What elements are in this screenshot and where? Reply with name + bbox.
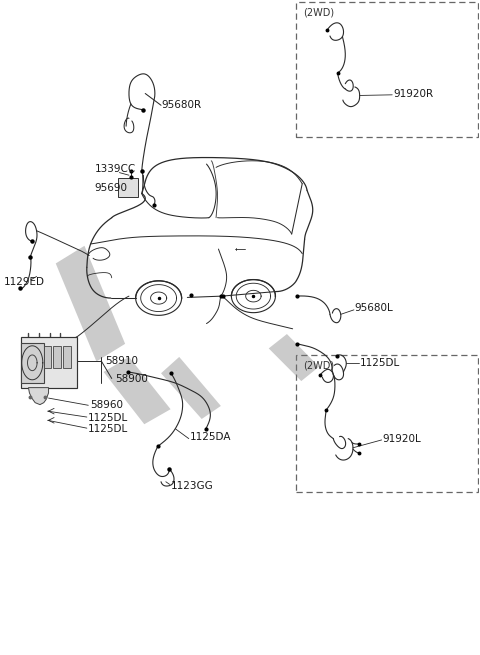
Bar <box>63 346 71 368</box>
Polygon shape <box>56 246 125 362</box>
Text: 1125DL: 1125DL <box>88 413 129 423</box>
Text: (2WD): (2WD) <box>303 360 334 371</box>
Text: 58900: 58900 <box>116 374 148 384</box>
Text: 1125DA: 1125DA <box>190 432 231 442</box>
Polygon shape <box>104 357 170 424</box>
Polygon shape <box>28 388 48 405</box>
Bar <box>21 343 44 383</box>
Polygon shape <box>269 334 319 381</box>
Bar <box>297 355 479 492</box>
Text: 1125DL: 1125DL <box>360 358 400 369</box>
Text: 1129ED: 1129ED <box>4 277 45 287</box>
Bar <box>119 178 138 196</box>
Text: 1123GG: 1123GG <box>170 481 213 491</box>
Polygon shape <box>161 357 221 419</box>
Text: 1125DL: 1125DL <box>88 424 129 434</box>
Text: 91920L: 91920L <box>383 434 421 443</box>
Text: 58910: 58910 <box>105 356 138 366</box>
Text: 1339CC: 1339CC <box>95 164 136 174</box>
Text: 95690: 95690 <box>95 183 128 193</box>
Text: 95680R: 95680R <box>161 100 201 110</box>
Text: (2WD): (2WD) <box>303 7 334 18</box>
Bar <box>53 346 61 368</box>
Text: 91920R: 91920R <box>393 88 433 98</box>
Text: 58960: 58960 <box>90 400 123 410</box>
Bar <box>297 2 479 137</box>
Bar <box>21 337 77 388</box>
Bar <box>44 346 51 368</box>
Text: 95680L: 95680L <box>355 303 394 313</box>
